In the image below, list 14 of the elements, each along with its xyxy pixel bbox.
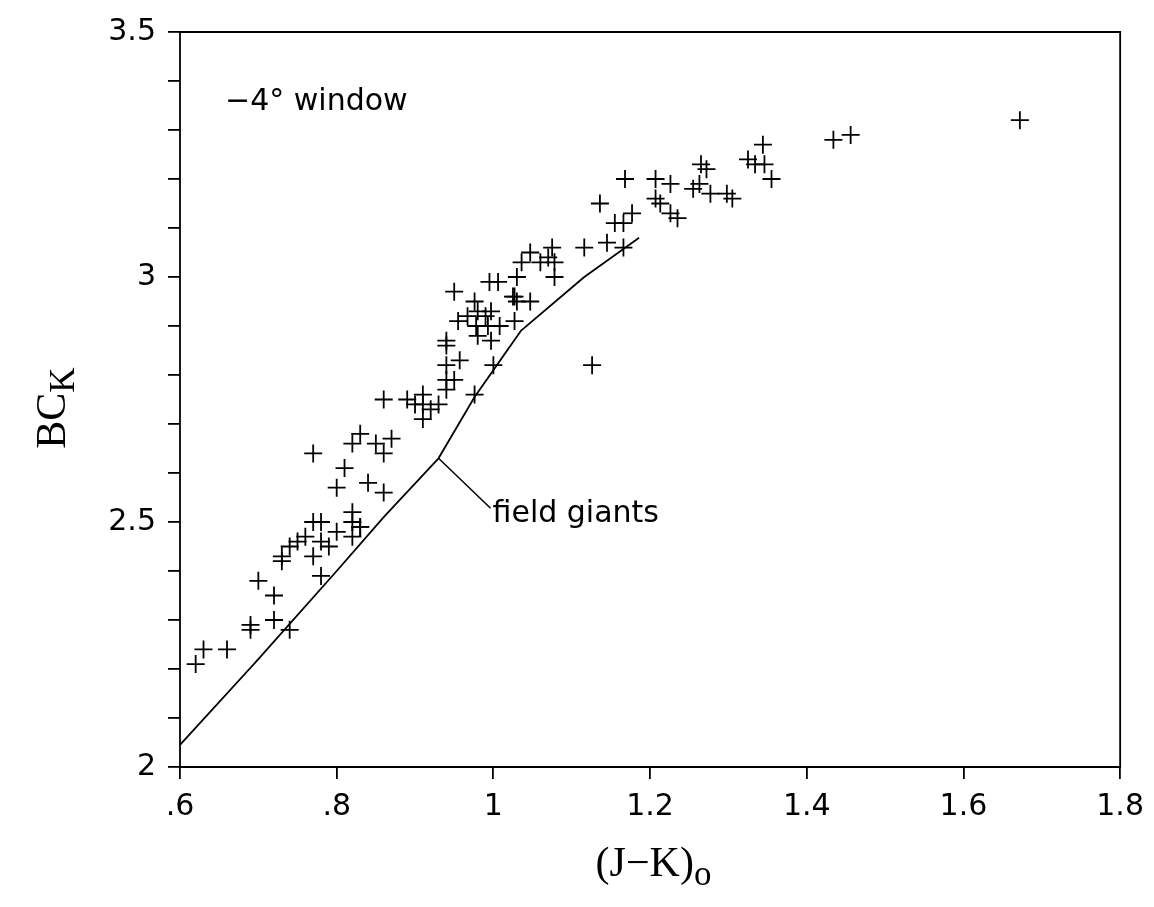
annotation: −4° window <box>225 81 408 117</box>
x-axis-title: (J−K)$_{o}$ <box>594 838 713 895</box>
x-tick-label: 1.2 <box>626 786 674 822</box>
annotation: field giants <box>492 494 659 530</box>
y-tick-label: 2 <box>136 746 156 782</box>
x-tick-label: 1 <box>483 786 503 822</box>
x-tick-label: 1.8 <box>1096 786 1144 822</box>
x-tick-label: 1.6 <box>939 786 988 822</box>
y-tick-label: 2.5 <box>108 501 156 537</box>
y-tick-label: 3 <box>136 256 156 292</box>
x-tick-label: .8 <box>322 786 351 822</box>
x-tick-label: .6 <box>165 786 195 822</box>
y-tick-label: 3.5 <box>108 11 156 47</box>
x-tick-label: 1.4 <box>782 786 831 822</box>
